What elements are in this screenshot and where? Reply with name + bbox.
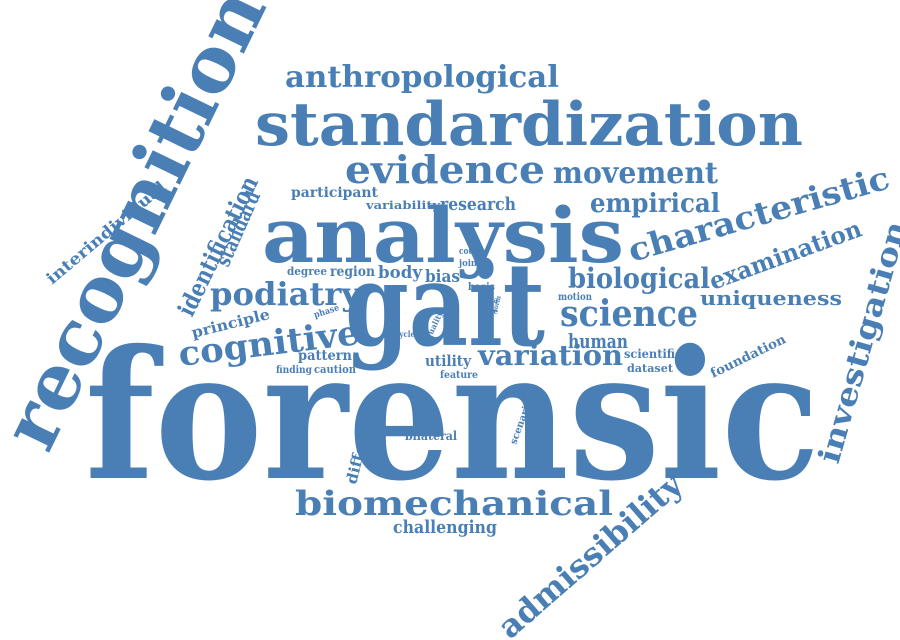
word-pattern: pattern <box>298 348 352 364</box>
word-scientific: scientific <box>624 347 682 361</box>
word-basis: basis <box>468 282 495 293</box>
word-biomechanical: biomechanical <box>295 484 613 524</box>
word-movement: movement <box>553 156 718 191</box>
word-data: data <box>482 295 498 305</box>
word-empirical: empirical <box>590 189 720 219</box>
word-court: court <box>459 247 482 257</box>
word-biological: biological <box>568 262 710 295</box>
word-cycle: cycle <box>395 329 415 339</box>
word-side: side <box>482 306 498 316</box>
word-region: region <box>330 264 375 280</box>
word-science: science <box>560 293 698 335</box>
word-dataset: dataset <box>627 362 674 375</box>
word-forensic: forensic <box>85 311 820 520</box>
word-anthropological: anthropological <box>285 60 559 95</box>
word-bias: bias <box>425 267 460 287</box>
word-variation: variation <box>477 339 623 372</box>
word-degree: degree <box>287 265 327 278</box>
word-participant: participant <box>291 185 379 201</box>
word-form: form <box>490 294 503 312</box>
word-uniqueness: uniqueness <box>700 286 842 310</box>
word-analysis: analysis <box>262 191 624 280</box>
word-body: body <box>378 263 423 283</box>
word-bilateral: bilateral <box>405 429 457 443</box>
word-variability: variability <box>365 199 441 212</box>
word-human: human <box>568 329 628 353</box>
word-research: research <box>440 194 516 215</box>
word-joint: joint <box>458 259 482 269</box>
word-challenging: challenging <box>393 517 497 538</box>
word-feature: feature <box>440 370 478 381</box>
word-caution: caution <box>314 363 356 376</box>
word-standardization: standardization <box>255 90 803 160</box>
word-utility: utility <box>425 352 472 370</box>
word-evidence: evidence <box>345 147 545 192</box>
word-motion: motion <box>558 292 593 303</box>
word-finding: finding <box>276 365 312 376</box>
word-gait: gait <box>345 238 545 373</box>
word-podiatry: podiatry <box>210 275 361 313</box>
